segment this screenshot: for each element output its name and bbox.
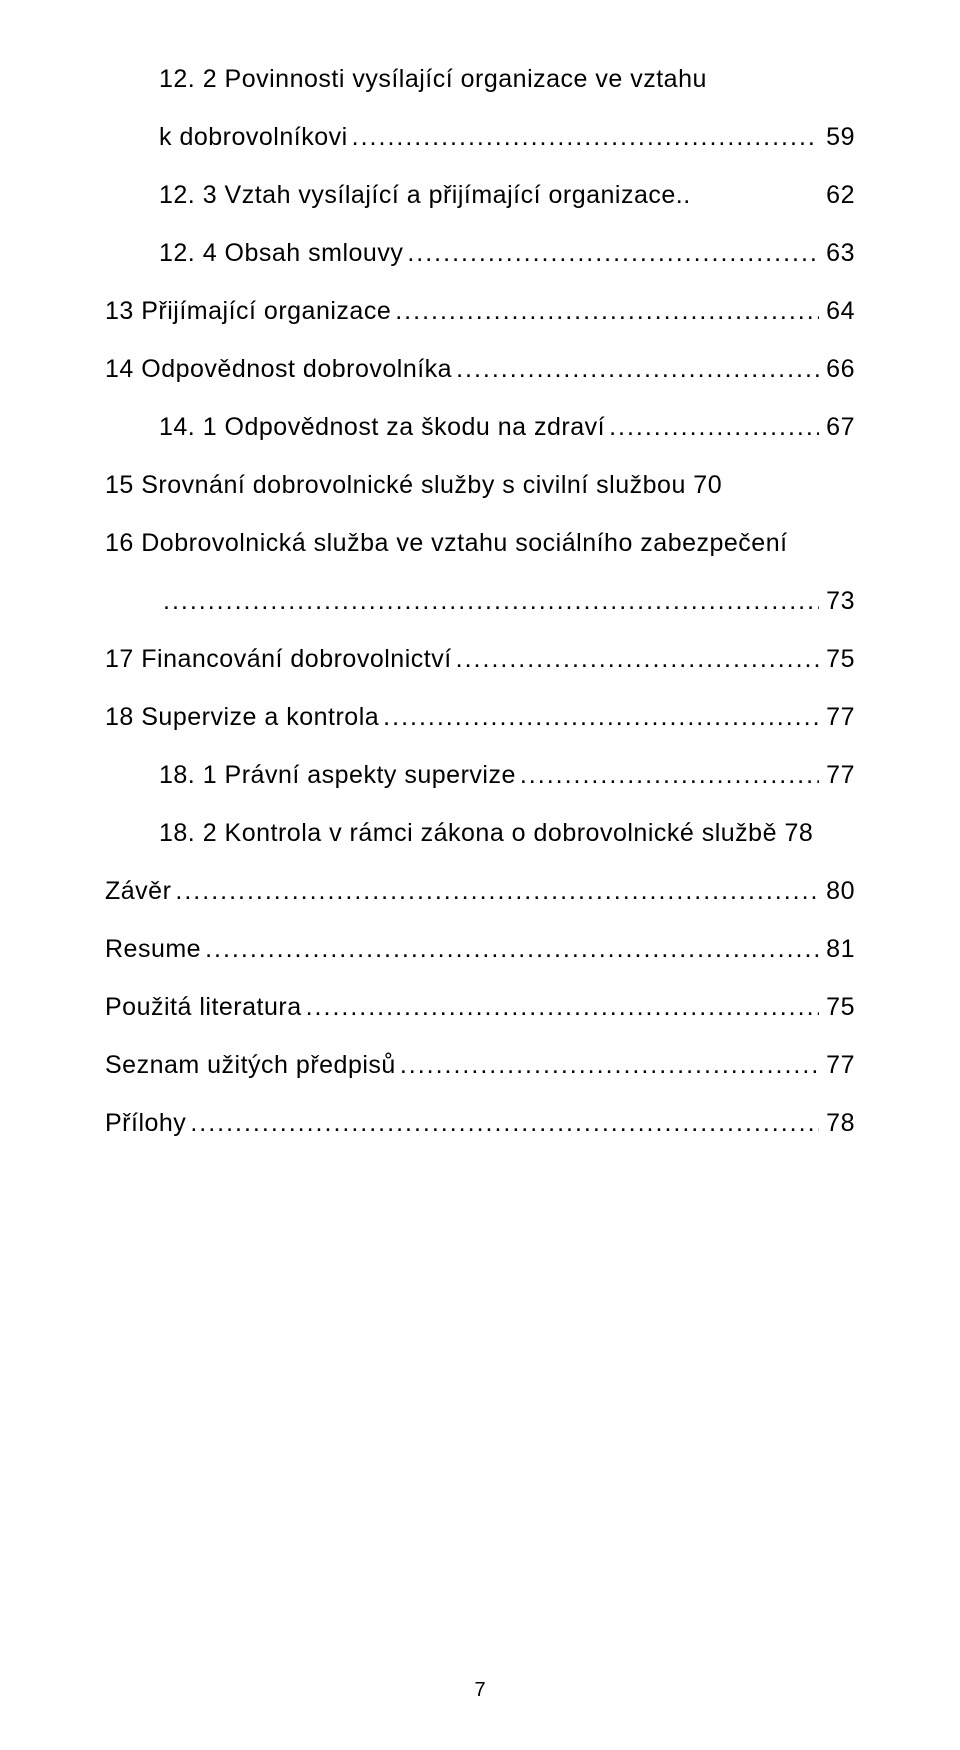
- toc-entry: Použitá literatura......................…: [105, 978, 855, 1036]
- toc-entry-label: Seznam užitých předpisů: [105, 1036, 396, 1094]
- toc-entry: 12. 3 Vztah vysílající a přijímající org…: [105, 166, 855, 224]
- toc-entry-page: 80: [819, 862, 855, 920]
- toc-entry-label: Závěr: [105, 862, 171, 920]
- toc-entry-label: k dobrovolníkovi: [159, 108, 348, 166]
- toc-entry-page: 77: [819, 688, 855, 746]
- toc-entry: k dobrovolníkovi........................…: [105, 108, 855, 166]
- toc-dots: ........................................…: [171, 862, 818, 920]
- toc-entry: Závěr...................................…: [105, 862, 855, 920]
- toc-entry: 13 Přijímající organizace...............…: [105, 282, 855, 340]
- toc-entry: 18. 2 Kontrola v rámci zákona o dobrovol…: [105, 804, 855, 862]
- toc-entry: Resume..................................…: [105, 920, 855, 978]
- toc-dots: ........................................…: [396, 1036, 819, 1094]
- toc-entry-page: 73: [819, 572, 855, 630]
- toc-dots: ........................................…: [452, 630, 819, 688]
- toc-entry-page: 77: [819, 746, 855, 804]
- toc-dots: ........................................…: [391, 282, 819, 340]
- toc-entry: 12. 4 Obsah smlouvy.....................…: [105, 224, 855, 282]
- toc-entry-page: 62: [819, 166, 855, 224]
- toc-entry-label: 18 Supervize a kontrola: [105, 688, 379, 746]
- toc-entry: 18 Supervize a kontrola.................…: [105, 688, 855, 746]
- toc-dots: ........................................…: [348, 108, 819, 166]
- toc-entry-label: 14 Odpovědnost dobrovolníka: [105, 340, 452, 398]
- toc-entry: 12. 2 Povinnosti vysílající organizace v…: [105, 50, 855, 108]
- toc-dots: ........................................…: [201, 920, 819, 978]
- toc-entry: 18. 1 Právní aspekty supervize..........…: [105, 746, 855, 804]
- toc-entry-label: 13 Přijímající organizace: [105, 282, 391, 340]
- toc-entry-label: Resume: [105, 920, 201, 978]
- toc-entry-label: 12. 3 Vztah vysílající a přijímající org…: [159, 166, 691, 224]
- toc-entry: Seznam užitých předpisů.................…: [105, 1036, 855, 1094]
- toc-entry-page: 67: [819, 398, 855, 456]
- toc-entry-page: 63: [819, 224, 855, 282]
- toc-entry-page: 78: [777, 804, 813, 862]
- toc-entry-label: 18. 1 Právní aspekty supervize: [159, 746, 516, 804]
- toc-entry-page: 75: [819, 978, 855, 1036]
- toc-dots: ........................................…: [186, 1094, 818, 1152]
- toc-entry-page: 64: [819, 282, 855, 340]
- toc-dots: ........................................…: [403, 224, 818, 282]
- toc-entry-page: 59: [819, 108, 855, 166]
- toc-entry: 16 Dobrovolnická služba ve vztahu sociál…: [105, 514, 855, 572]
- toc-entry-page: 75: [819, 630, 855, 688]
- toc-entry-page: 77: [819, 1036, 855, 1094]
- toc-entry: 15 Srovnání dobrovolnické služby s civil…: [105, 456, 855, 514]
- toc-dots: ........................................…: [159, 572, 819, 630]
- toc-dots: ........................................…: [605, 398, 819, 456]
- toc-dots: ........................................…: [516, 746, 819, 804]
- toc-entry: Přílohy.................................…: [105, 1094, 855, 1152]
- toc-entry-page: 66: [819, 340, 855, 398]
- toc-entry: ........................................…: [105, 572, 855, 630]
- toc-entry-label: Přílohy: [105, 1094, 186, 1152]
- toc-entry: 14 Odpovědnost dobrovolníka.............…: [105, 340, 855, 398]
- toc-entry-label: 14. 1 Odpovědnost za škodu na zdraví: [159, 398, 605, 456]
- document-page: 12. 2 Povinnosti vysílající organizace v…: [0, 0, 960, 1750]
- toc-entry: 17 Financování dobrovolnictví...........…: [105, 630, 855, 688]
- toc-entry-label: 16 Dobrovolnická služba ve vztahu sociál…: [105, 514, 788, 572]
- toc-entry-page: 81: [819, 920, 855, 978]
- toc-entry-label: 18. 2 Kontrola v rámci zákona o dobrovol…: [159, 804, 777, 862]
- toc-entry-label: 15 Srovnání dobrovolnické služby s civil…: [105, 456, 686, 514]
- toc-dots: ........................................…: [379, 688, 819, 746]
- toc-entry-label: Použitá literatura: [105, 978, 302, 1036]
- toc-dots: ........................................…: [452, 340, 819, 398]
- toc-entry-label: 12. 4 Obsah smlouvy: [159, 224, 403, 282]
- toc-entry: 14. 1 Odpovědnost za škodu na zdraví....…: [105, 398, 855, 456]
- toc-entry-label: 17 Financování dobrovolnictví: [105, 630, 452, 688]
- toc-entry-page: 70: [686, 456, 722, 514]
- toc-entry-label: 12. 2 Povinnosti vysílající organizace v…: [159, 50, 707, 108]
- page-number: 7: [0, 1679, 960, 1702]
- toc-entry-page: 78: [819, 1094, 855, 1152]
- table-of-contents: 12. 2 Povinnosti vysílající organizace v…: [105, 50, 855, 1152]
- toc-dots: ........................................…: [302, 978, 819, 1036]
